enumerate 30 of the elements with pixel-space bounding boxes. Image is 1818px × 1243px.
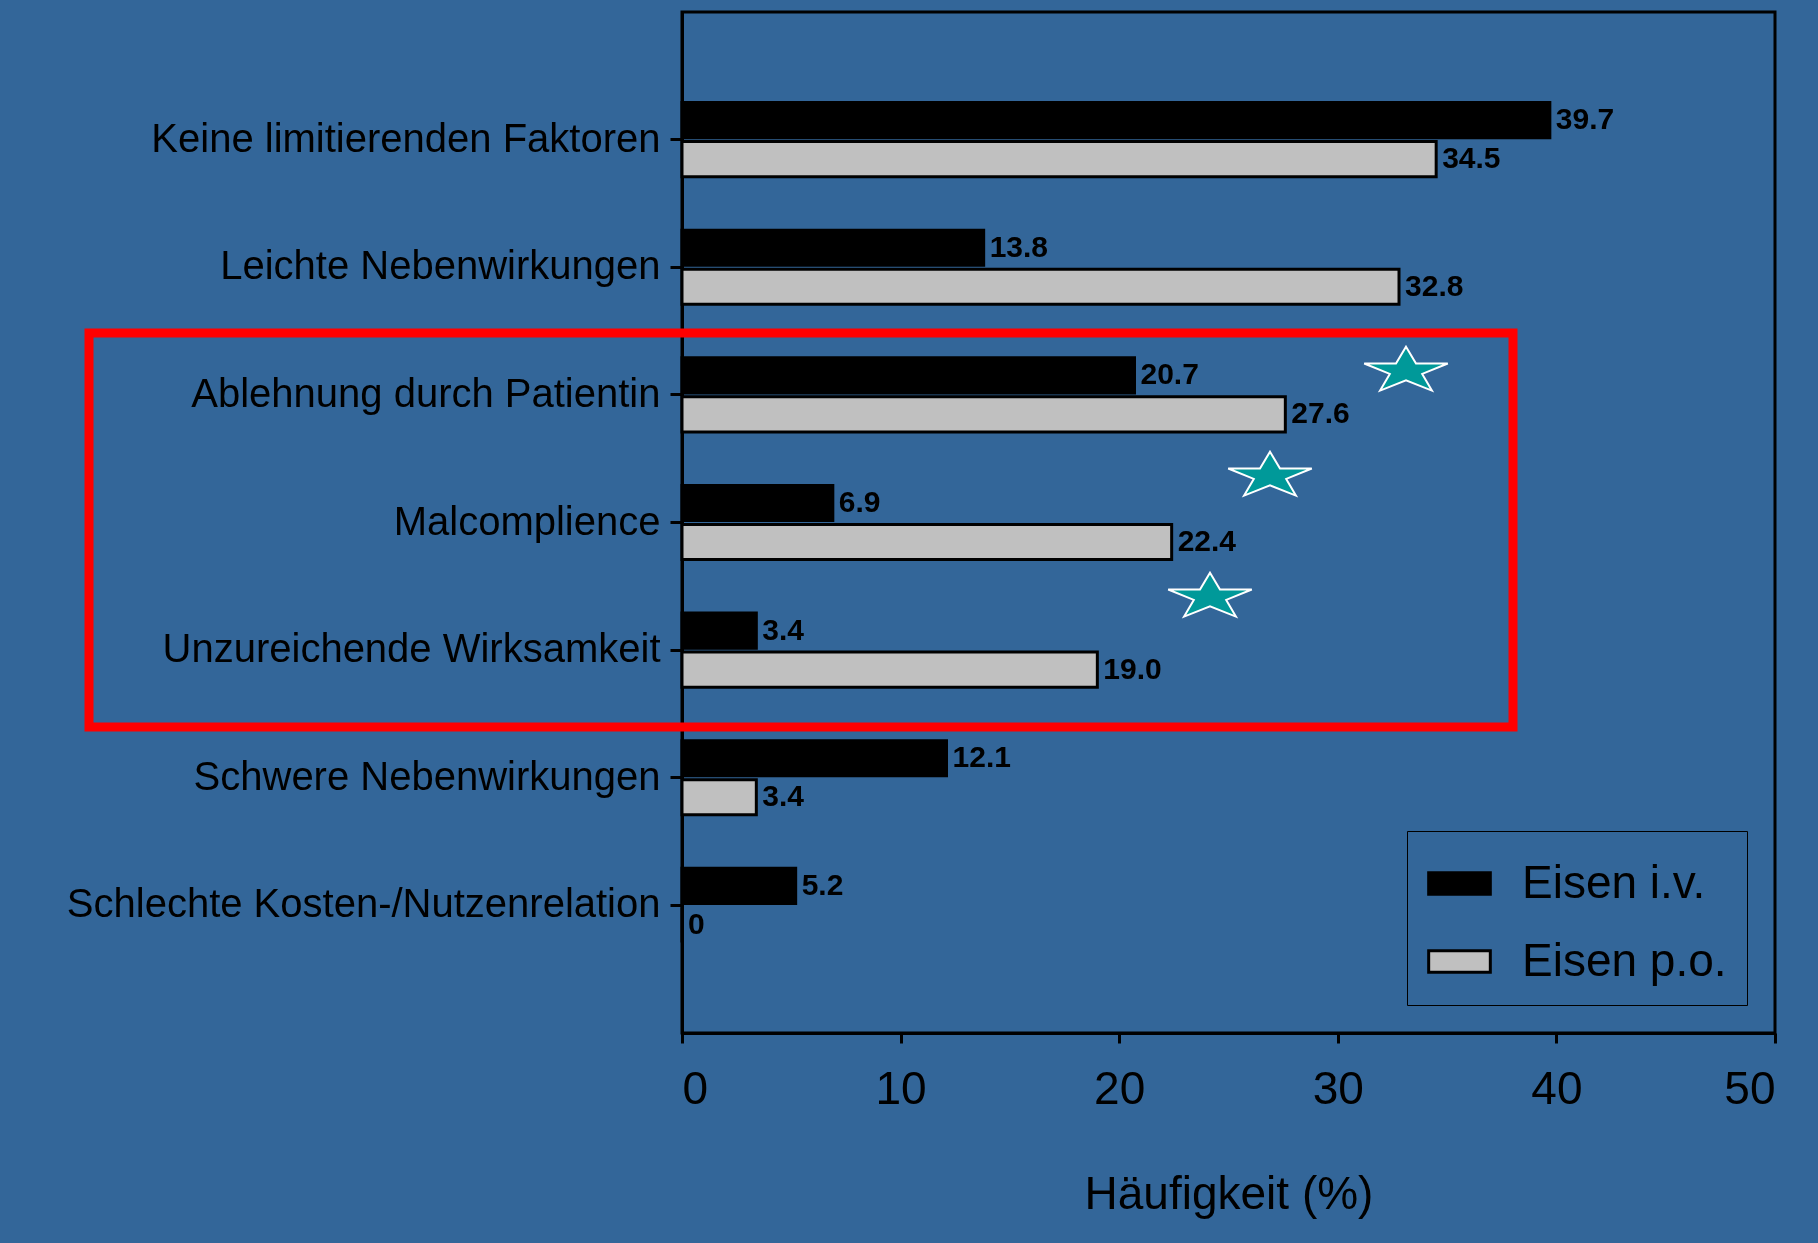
y-tick-label: Malcomplience <box>393 498 661 543</box>
y-tick-label: Keine limitierenden Faktoren <box>151 115 661 160</box>
data-label: 22.4 <box>1177 523 1237 557</box>
x-tick-label: 30 <box>1312 1061 1364 1114</box>
y-tick-label: Schlechte Kosten-/Nutzenrelation <box>66 881 661 926</box>
data-label: 3.4 <box>762 779 805 813</box>
data-label: 34.5 <box>1442 141 1501 175</box>
x-tick-label: 20 <box>1094 1061 1146 1114</box>
legend-label: Eisen p.o. <box>1522 933 1727 986</box>
x-tick-label: 10 <box>875 1061 927 1114</box>
y-tick-label: Schwere Nebenwirkungen <box>193 753 661 798</box>
x-tick-label: 50 <box>1724 1061 1776 1114</box>
data-label: 20.7 <box>1140 357 1199 391</box>
data-label: 12.1 <box>952 740 1011 774</box>
data-label: 6.9 <box>838 485 881 519</box>
data-label: 0 <box>688 906 705 940</box>
legend-label: Eisen i.v. <box>1522 855 1706 908</box>
x-tick-label: 0 <box>682 1061 709 1114</box>
x-axis-title: Häufigkeit (%) <box>1084 1166 1374 1219</box>
y-tick-label: Unzureichende Wirksamkeit <box>162 626 661 671</box>
data-label: 39.7 <box>1555 102 1615 136</box>
data-label: 3.4 <box>762 612 805 646</box>
data-label: 5.2 <box>801 867 844 901</box>
y-tick-label: Leichte Nebenwirkungen <box>220 243 661 288</box>
x-tick-label: 40 <box>1531 1061 1583 1114</box>
data-label: 27.6 <box>1291 396 1350 430</box>
data-label: 32.8 <box>1405 268 1464 302</box>
data-label: 19.0 <box>1103 651 1162 685</box>
y-tick-label: Ablehnung durch Patientin <box>191 370 661 415</box>
data-label: 13.8 <box>989 229 1049 263</box>
